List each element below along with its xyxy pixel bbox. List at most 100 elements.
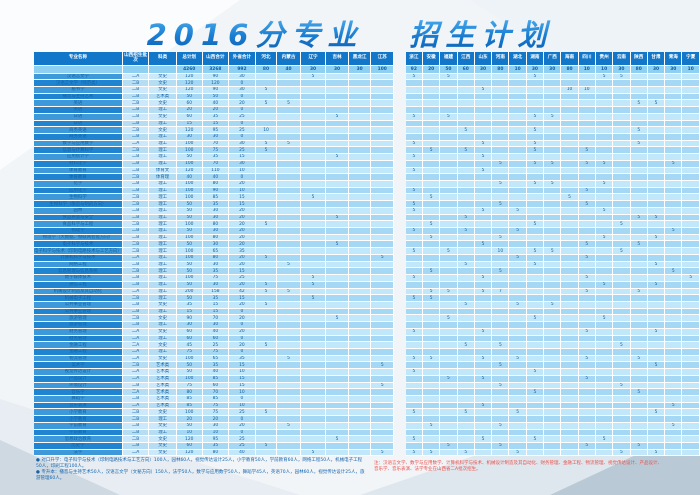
totals-province: 30 bbox=[348, 66, 372, 74]
province-cell bbox=[544, 147, 562, 155]
major-name-cell: 商务英语 bbox=[34, 133, 123, 141]
province-cell bbox=[348, 389, 372, 396]
province-cell: 5 bbox=[630, 241, 648, 249]
province-cell bbox=[405, 127, 423, 134]
province-cell bbox=[578, 214, 596, 222]
province-cell bbox=[561, 113, 579, 121]
province-cell bbox=[348, 422, 372, 430]
province-cell: 5 bbox=[526, 369, 545, 376]
row-gap bbox=[394, 295, 406, 302]
table-row: 物理学 二B 理工 50 30 20 5 5 5 5 bbox=[34, 228, 700, 235]
province-cell bbox=[348, 214, 372, 222]
province-cell bbox=[371, 127, 395, 134]
province-cell bbox=[300, 86, 327, 94]
table-row: 学前教育 二B 理工 10 10 0 bbox=[34, 429, 700, 437]
province-cell bbox=[277, 201, 301, 208]
total-plan-cell: 50 bbox=[176, 295, 203, 302]
province-cell: 5 bbox=[326, 154, 349, 161]
major-name-cell: 应用化学 bbox=[34, 187, 123, 195]
province-cell: 5 bbox=[457, 127, 475, 134]
type-cell: 理工 bbox=[149, 281, 177, 289]
province-cell bbox=[647, 113, 666, 121]
province-cell bbox=[665, 288, 683, 296]
other-total-cell: 0 bbox=[229, 107, 256, 114]
province-cell bbox=[474, 335, 493, 343]
batch-cell: 二B bbox=[122, 362, 150, 370]
province-cell bbox=[509, 375, 527, 383]
province-cell bbox=[405, 133, 423, 141]
row-gap bbox=[394, 134, 406, 141]
totals-province: 30 bbox=[474, 66, 493, 74]
footnote-duikou: ● 对口升学：电子科学与技术（印制电路技术与工艺方向）100人，园林60人，视觉… bbox=[36, 458, 363, 469]
province-cell bbox=[255, 207, 278, 215]
province-cell bbox=[682, 362, 700, 370]
province-cell bbox=[326, 335, 349, 343]
province-cell bbox=[647, 369, 666, 376]
major-name-cell: 视觉传达设计 bbox=[34, 369, 123, 376]
province-cell bbox=[544, 174, 562, 181]
province-cell bbox=[647, 396, 666, 403]
province-cell bbox=[526, 416, 545, 423]
province-cell bbox=[544, 207, 562, 215]
province-cell bbox=[326, 288, 349, 296]
province-cell bbox=[492, 436, 510, 444]
province-cell bbox=[665, 107, 683, 114]
province-cell bbox=[665, 409, 683, 417]
province-cell bbox=[509, 389, 527, 396]
province-cell bbox=[348, 436, 372, 444]
province-cell bbox=[526, 301, 545, 309]
province-cell bbox=[405, 322, 423, 329]
province-cell bbox=[578, 409, 596, 417]
province-cell bbox=[682, 181, 700, 188]
province-cell bbox=[371, 160, 395, 168]
province-cell bbox=[492, 80, 510, 87]
province-cell bbox=[613, 174, 631, 181]
province-cell bbox=[474, 174, 493, 181]
shanxi-total-cell: 15 bbox=[202, 308, 230, 316]
province-cell bbox=[613, 443, 631, 450]
type-cell: 艺术类 bbox=[149, 402, 177, 410]
total-plan-cell: 50 bbox=[176, 241, 203, 249]
province-cell bbox=[595, 402, 614, 410]
province-cell bbox=[440, 228, 458, 235]
province-cell bbox=[630, 160, 648, 168]
total-plan-cell: 50 bbox=[176, 268, 203, 276]
province-cell bbox=[423, 342, 441, 349]
province-cell bbox=[492, 93, 510, 101]
province-cell bbox=[255, 402, 278, 410]
province-cell bbox=[509, 422, 527, 430]
province-cell bbox=[474, 181, 493, 188]
province-cell: 5 bbox=[595, 160, 614, 168]
province-cell bbox=[544, 167, 562, 175]
province-cell bbox=[255, 315, 278, 323]
province-cell: 5 bbox=[457, 147, 475, 155]
province-cell bbox=[665, 214, 683, 222]
province-cell: 5 bbox=[578, 147, 596, 155]
totals-province: 60 bbox=[457, 66, 475, 74]
other-total-cell: 10 bbox=[229, 167, 256, 175]
province-cell: 10 bbox=[492, 248, 510, 255]
province-cell bbox=[348, 382, 372, 390]
shanxi-total-cell: 75 bbox=[202, 402, 230, 410]
province-cell: 5 bbox=[300, 281, 327, 289]
batch-cell: 二B bbox=[122, 443, 150, 450]
province-cell bbox=[300, 187, 327, 195]
province-cell bbox=[457, 308, 475, 316]
column-header-province: 江苏 bbox=[371, 52, 395, 66]
province-cell bbox=[647, 416, 666, 423]
province-cell bbox=[300, 107, 327, 114]
province-cell bbox=[647, 335, 666, 343]
table-row: 信息管理与信息系统 二B 理工 50 35 15 5 5 5 bbox=[34, 268, 700, 276]
other-total-cell: 25 bbox=[229, 409, 256, 417]
province-cell bbox=[682, 449, 700, 457]
province-cell: 5 bbox=[630, 100, 648, 108]
province-cell bbox=[613, 187, 631, 195]
province-cell bbox=[348, 100, 372, 108]
province-cell bbox=[326, 207, 349, 215]
shanxi-total-cell: 15 bbox=[202, 301, 230, 309]
type-cell: 文史 bbox=[149, 443, 177, 450]
province-cell bbox=[630, 248, 648, 255]
province-cell bbox=[682, 261, 700, 269]
province-cell bbox=[595, 86, 614, 94]
province-cell: 5 bbox=[647, 214, 666, 222]
